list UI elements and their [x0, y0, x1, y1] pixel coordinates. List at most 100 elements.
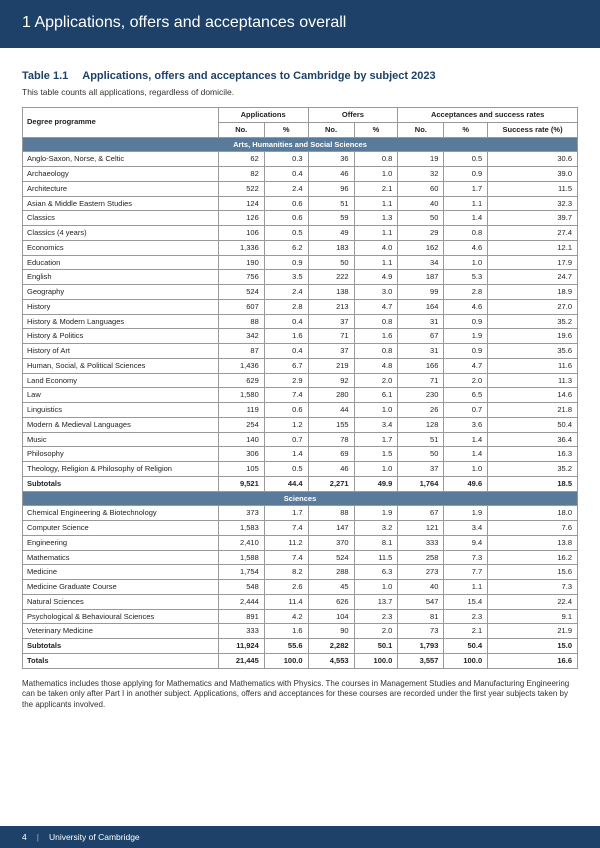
row-value: 46: [308, 167, 354, 182]
row-value: 21.9: [488, 624, 578, 639]
row-label: Chemical Engineering & Biotechnology: [23, 506, 219, 521]
row-value: 1.0: [354, 167, 398, 182]
row-value: 4.8: [354, 358, 398, 373]
row-value: 0.5: [444, 152, 488, 167]
row-value: 44: [308, 403, 354, 418]
row-label: Modern & Medieval Languages: [23, 417, 219, 432]
table-head: Degree programme Applications Offers Acc…: [23, 108, 578, 138]
row-value: 0.9: [264, 255, 308, 270]
row-value: 4,553: [308, 653, 354, 668]
row-value: 1.6: [264, 624, 308, 639]
row-value: 106: [218, 226, 264, 241]
row-value: 2,444: [218, 594, 264, 609]
row-value: 2.9: [264, 373, 308, 388]
row-label: Veterinary Medicine: [23, 624, 219, 639]
row-value: 49.9: [354, 476, 398, 491]
row-value: 124: [218, 196, 264, 211]
row-value: 0.5: [264, 226, 308, 241]
row-value: 6.5: [444, 388, 488, 403]
row-label: Subtotals: [23, 476, 219, 491]
row-value: 1.7: [354, 432, 398, 447]
page-header: 1 Applications, offers and acceptances o…: [0, 0, 600, 48]
row-value: 7.3: [488, 580, 578, 595]
row-value: 333: [398, 535, 444, 550]
row-label: Education: [23, 255, 219, 270]
row-value: 36: [308, 152, 354, 167]
table-row: English7563.52224.91875.324.7: [23, 270, 578, 285]
row-label: Mathematics: [23, 550, 219, 565]
row-value: 100.0: [354, 653, 398, 668]
row-value: 342: [218, 329, 264, 344]
row-value: 128: [398, 417, 444, 432]
row-value: 162: [398, 240, 444, 255]
row-value: 1.1: [354, 255, 398, 270]
page-content: Table 1.1Applications, offers and accept…: [0, 48, 600, 711]
footer-separator: |: [37, 832, 39, 842]
table-row: History & Modern Languages880.4370.8310.…: [23, 314, 578, 329]
row-label: Natural Sciences: [23, 594, 219, 609]
row-value: 100.0: [444, 653, 488, 668]
row-value: 35.2: [488, 462, 578, 477]
row-value: 24.7: [488, 270, 578, 285]
col-offers-pct: %: [354, 122, 398, 137]
row-value: 69: [308, 447, 354, 462]
row-value: 164: [398, 299, 444, 314]
row-label: History & Politics: [23, 329, 219, 344]
row-value: 2,282: [308, 639, 354, 654]
row-value: 1.3: [354, 211, 398, 226]
row-label: Classics (4 years): [23, 226, 219, 241]
row-label: Engineering: [23, 535, 219, 550]
row-value: 31: [398, 314, 444, 329]
row-value: 1,583: [218, 521, 264, 536]
row-value: 1,764: [398, 476, 444, 491]
row-label: Totals: [23, 653, 219, 668]
row-value: 1,336: [218, 240, 264, 255]
row-value: 81: [398, 609, 444, 624]
row-label: Geography: [23, 285, 219, 300]
row-value: 7.4: [264, 521, 308, 536]
row-value: 2,271: [308, 476, 354, 491]
row-label: Human, Social, & Political Sciences: [23, 358, 219, 373]
row-value: 0.8: [444, 226, 488, 241]
row-label: Architecture: [23, 181, 219, 196]
col-offers: Offers: [308, 108, 398, 123]
row-value: 4.2: [264, 609, 308, 624]
table-row: Geography5242.41383.0992.818.9: [23, 285, 578, 300]
row-value: 0.6: [264, 211, 308, 226]
table-row: Subtotals9,52144.42,27149.91,76449.618.5: [23, 476, 578, 491]
row-value: 126: [218, 211, 264, 226]
row-label: Land Economy: [23, 373, 219, 388]
row-value: 1.4: [444, 432, 488, 447]
row-value: 4.7: [354, 299, 398, 314]
row-value: 7.3: [444, 550, 488, 565]
table-row: Veterinary Medicine3331.6902.0732.121.9: [23, 624, 578, 639]
row-label: English: [23, 270, 219, 285]
table-row: Philosophy3061.4691.5501.416.3: [23, 447, 578, 462]
row-value: 4.6: [444, 299, 488, 314]
row-value: 222: [308, 270, 354, 285]
table-row: Psychological & Behavioural Sciences8914…: [23, 609, 578, 624]
row-value: 44.4: [264, 476, 308, 491]
row-value: 1.1: [354, 226, 398, 241]
row-value: 7.4: [264, 388, 308, 403]
row-value: 258: [398, 550, 444, 565]
table-row: Theology, Religion & Philosophy of Relig…: [23, 462, 578, 477]
row-value: 0.9: [444, 314, 488, 329]
row-value: 2,410: [218, 535, 264, 550]
section-header-row: Sciences: [23, 491, 578, 506]
row-label: Archaeology: [23, 167, 219, 182]
row-value: 88: [308, 506, 354, 521]
row-label: Asian & Middle Eastern Studies: [23, 196, 219, 211]
row-value: 40: [398, 580, 444, 595]
row-value: 306: [218, 447, 264, 462]
row-value: 2.0: [354, 373, 398, 388]
row-value: 155: [308, 417, 354, 432]
row-value: 18.9: [488, 285, 578, 300]
row-value: 9.4: [444, 535, 488, 550]
row-label: Law: [23, 388, 219, 403]
row-value: 49: [308, 226, 354, 241]
row-value: 11.5: [488, 181, 578, 196]
row-value: 37: [308, 344, 354, 359]
col-success-rate: Success rate (%): [488, 122, 578, 137]
table-row: Land Economy6292.9922.0712.011.3: [23, 373, 578, 388]
